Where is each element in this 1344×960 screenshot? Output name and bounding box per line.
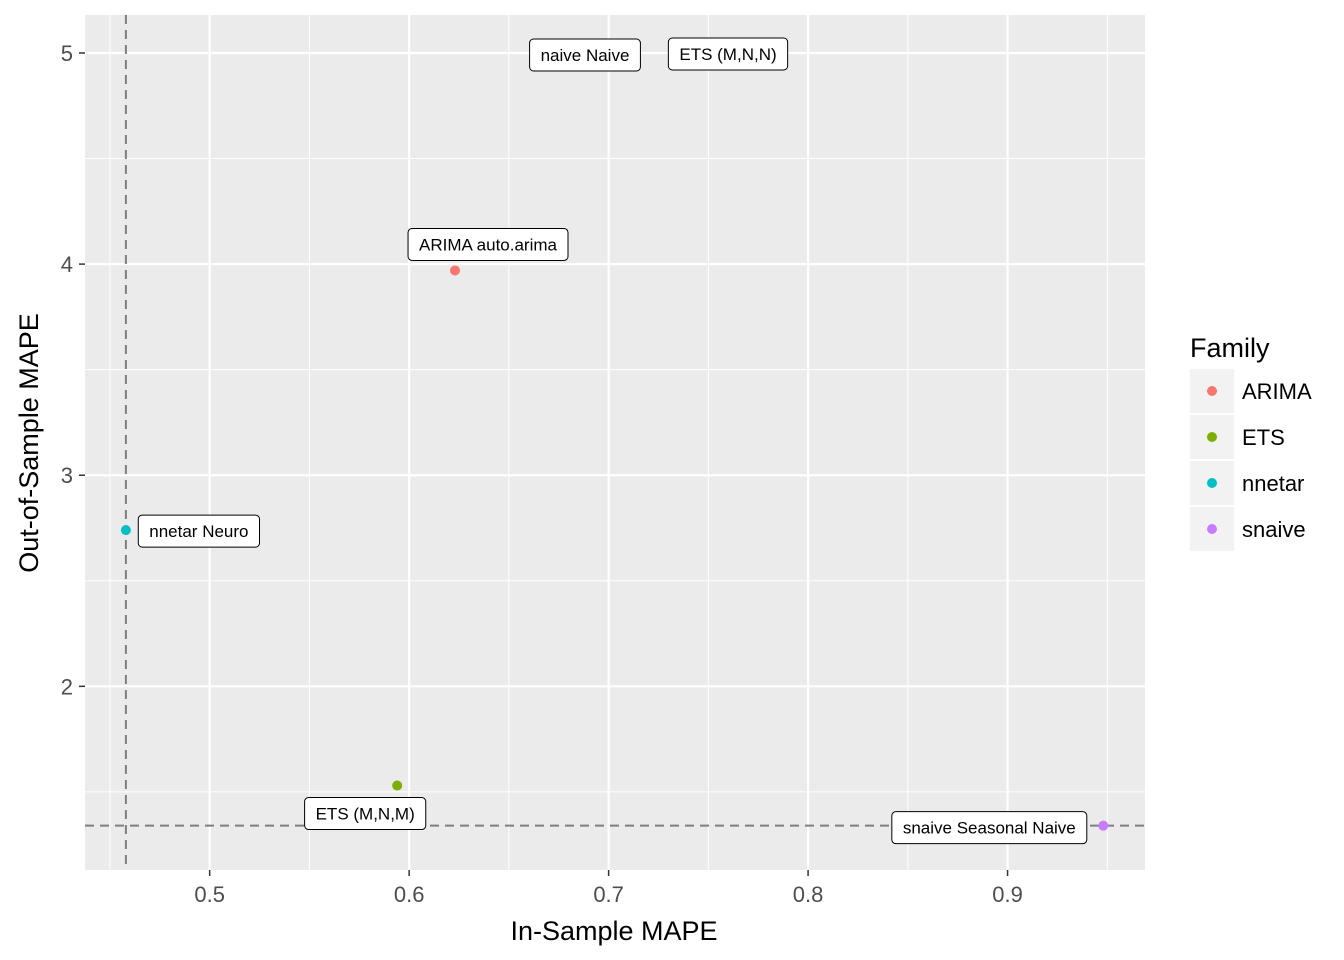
y-tick-label: 4 bbox=[61, 252, 73, 277]
point-label-text: naive Naive bbox=[541, 46, 630, 65]
point-label-text: ETS (M,N,N) bbox=[679, 45, 776, 64]
major-gridlines bbox=[85, 15, 1145, 870]
point-labels: ARIMA auto.arima ETS (M,N,M) nnetar Neuro s… bbox=[137, 37, 1088, 845]
x-tick-label: 0.7 bbox=[593, 882, 624, 907]
label-box-background bbox=[137, 514, 261, 548]
point-label-box: nnetar Neuro bbox=[137, 514, 261, 548]
legend: Family ARIMA ETS nnetar snaive bbox=[1190, 333, 1312, 551]
data-point-snaive bbox=[1098, 820, 1109, 831]
data-point-ets bbox=[392, 780, 403, 791]
label-box-background bbox=[407, 227, 569, 261]
point-label-box: naive Naive bbox=[529, 38, 641, 72]
label-box-background bbox=[304, 797, 427, 831]
legend-title: Family bbox=[1190, 333, 1270, 363]
data-point-nnetar bbox=[120, 525, 131, 536]
y-tick-label: 5 bbox=[61, 41, 73, 66]
minor-gridlines bbox=[85, 15, 1145, 870]
point-label-box: ARIMA auto.arima bbox=[407, 227, 569, 261]
legend-swatch-ets bbox=[1207, 432, 1217, 442]
legend-label-snaive: snaive bbox=[1242, 517, 1306, 542]
legend-label-ets: ETS bbox=[1242, 425, 1285, 450]
reference-lines bbox=[85, 15, 1145, 870]
label-box-background bbox=[667, 37, 789, 71]
data-points bbox=[120, 265, 1109, 831]
x-tick-label: 0.9 bbox=[992, 882, 1023, 907]
x-axis-ticks: 0.5 0.6 0.7 0.8 0.9 bbox=[194, 870, 1023, 907]
point-label-text: snaive Seasonal Naive bbox=[903, 819, 1076, 838]
point-label-text: ETS (M,N,M) bbox=[316, 805, 415, 824]
y-tick-label: 2 bbox=[61, 674, 73, 699]
data-point-arima bbox=[450, 265, 461, 276]
legend-swatch-arima bbox=[1207, 386, 1217, 396]
x-tick-label: 0.5 bbox=[194, 882, 225, 907]
legend-swatch-nnetar bbox=[1207, 478, 1217, 488]
y-axis-title: Out-of-Sample MAPE bbox=[14, 313, 44, 573]
plot-panel bbox=[85, 15, 1145, 870]
label-box-background bbox=[891, 811, 1088, 845]
y-tick-label: 3 bbox=[61, 463, 73, 488]
point-label-box: ETS (M,N,N) bbox=[667, 37, 789, 71]
legend-label-nnetar: nnetar bbox=[1242, 471, 1304, 496]
x-tick-label: 0.6 bbox=[394, 882, 425, 907]
legend-swatch-snaive bbox=[1207, 524, 1217, 534]
point-label-text: nnetar Neuro bbox=[149, 522, 248, 541]
point-label-text: ARIMA auto.arima bbox=[419, 235, 557, 254]
y-axis-ticks: 2 3 4 5 bbox=[61, 41, 85, 699]
point-label-box: ETS (M,N,M) bbox=[304, 797, 427, 831]
x-axis-title: In-Sample MAPE bbox=[510, 916, 717, 946]
x-tick-label: 0.8 bbox=[793, 882, 824, 907]
label-box-background bbox=[529, 38, 641, 72]
legend-label-arima: ARIMA bbox=[1242, 379, 1312, 404]
point-label-box: snaive Seasonal Naive bbox=[891, 811, 1088, 845]
